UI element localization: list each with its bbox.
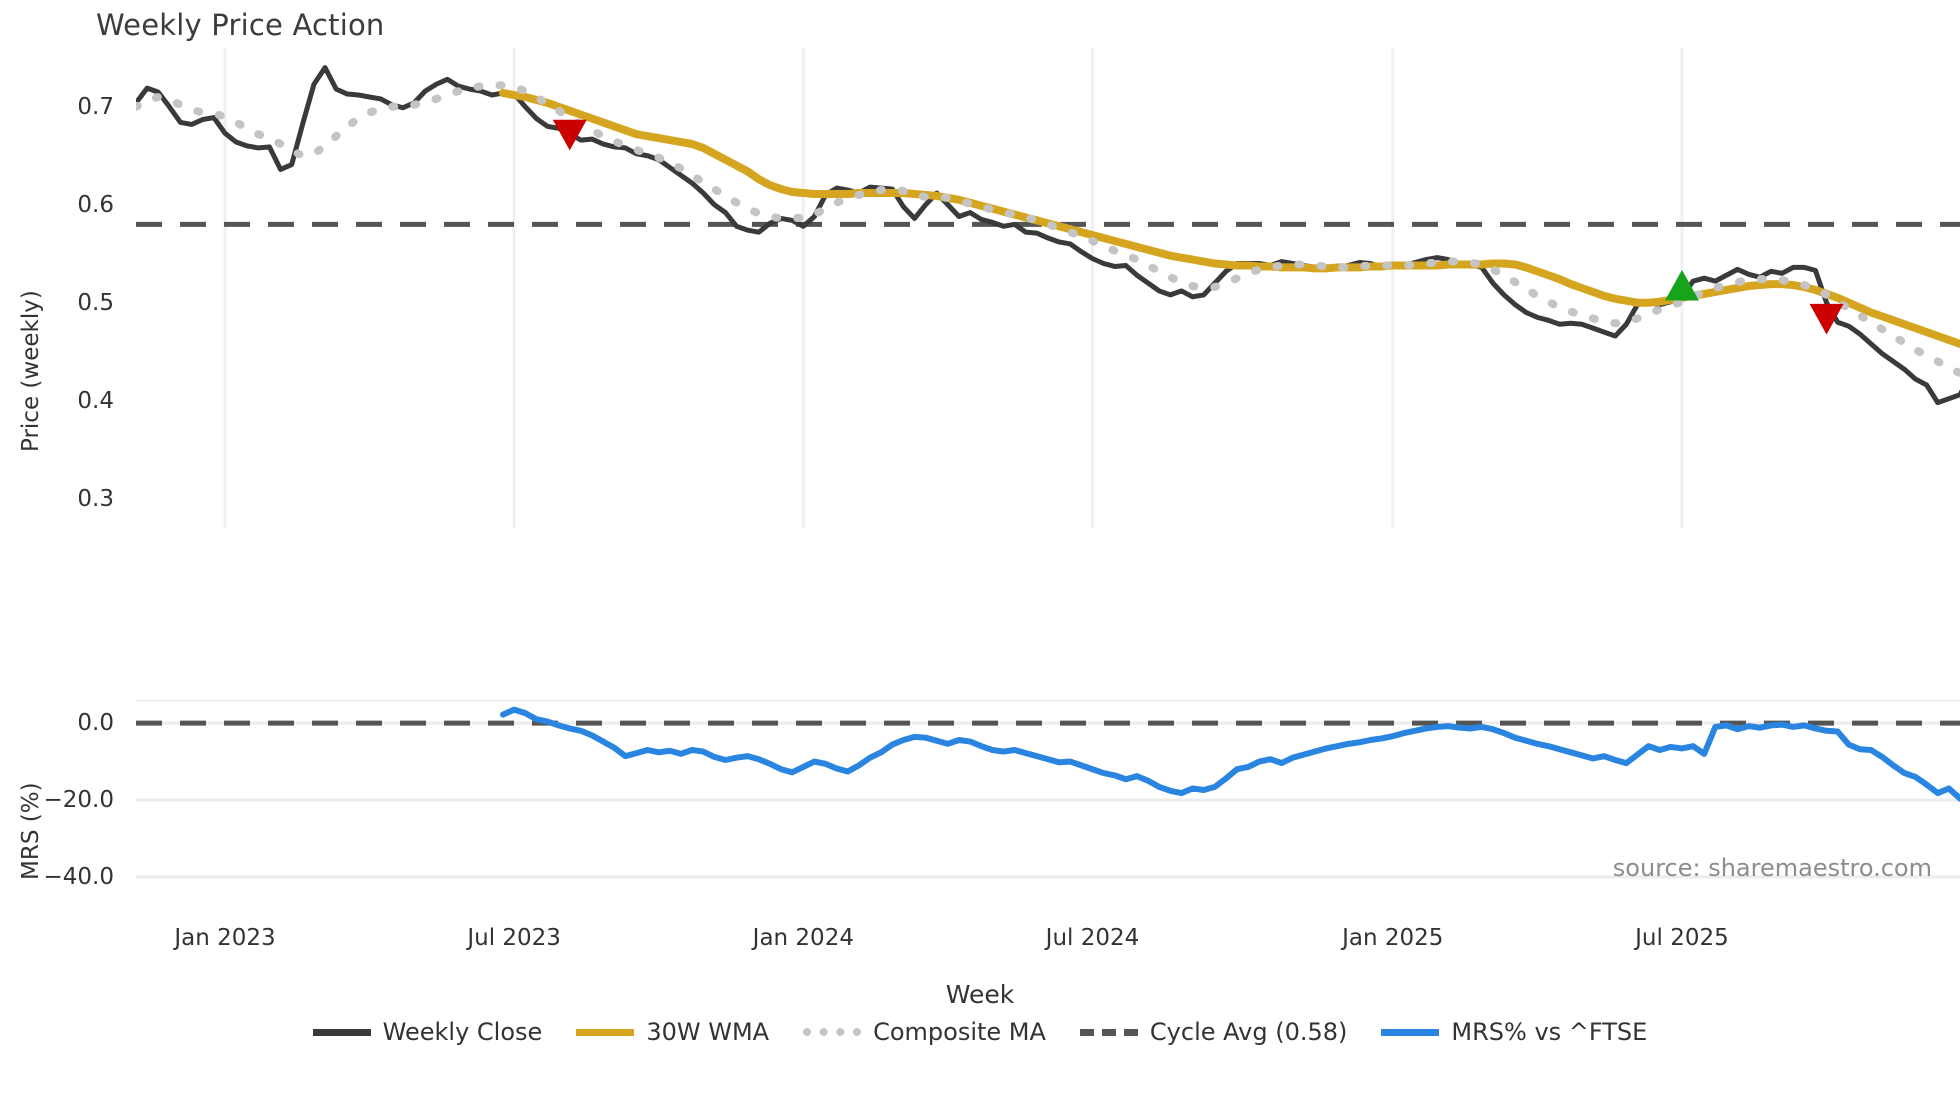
source-watermark: source: sharemaestro.com — [1612, 854, 1932, 882]
mrs-chart-plot — [136, 700, 1960, 879]
legend-item-weekly-close[interactable]: Weekly Close — [312, 1018, 543, 1046]
chart-legend: Weekly Close 30W WMA Composite MA Cycle Avg… — [0, 1018, 1960, 1046]
x-tick: Jul 2024 — [1045, 925, 1140, 951]
legend-swatch-icon — [1381, 1028, 1440, 1036]
sell-signal-marker — [1809, 303, 1844, 335]
mrs-y-tick: −20.0 — [43, 787, 114, 813]
legend-item-cycle-avg-0-58[interactable]: Cycle Avg (0.58) — [1079, 1018, 1348, 1046]
price-axis-label: Price (weekly) — [18, 290, 44, 452]
legend-label: Weekly Close — [382, 1018, 543, 1046]
legend-item-composite-ma[interactable]: Composite MA — [803, 1018, 1046, 1046]
legend-item-30w-wma[interactable]: 30W WMA — [576, 1018, 769, 1046]
price-y-tick: 0.6 — [77, 191, 114, 218]
series-30w-wma — [499, 89, 1960, 349]
legend-label: Composite MA — [873, 1018, 1046, 1046]
legend-label: MRS% vs ^FTSE — [1451, 1018, 1648, 1046]
legend-item-mrs-vs-ftse[interactable]: MRS% vs ^FTSE — [1381, 1018, 1647, 1046]
legend-swatch-icon — [576, 1028, 635, 1036]
legend-swatch-icon — [312, 1028, 371, 1036]
legend-swatch-icon — [1079, 1028, 1138, 1036]
page-title: Weekly Price Action — [96, 8, 385, 42]
price-y-tick: 0.7 — [77, 93, 114, 120]
buy-signal-marker — [1664, 269, 1699, 301]
legend-label: 30W WMA — [646, 1018, 770, 1046]
x-tick: Jul 2025 — [1635, 925, 1729, 951]
x-tick: Jan 2025 — [1342, 925, 1444, 951]
series-mrs-vs-ftse — [500, 706, 1960, 802]
price-chart-plot — [136, 48, 1960, 528]
mrs-y-tick: −40.0 — [43, 863, 114, 890]
legend-label: Cycle Avg (0.58) — [1149, 1018, 1348, 1046]
sell-signal-marker — [552, 119, 587, 151]
price-y-tick: 0.3 — [77, 485, 114, 512]
price-y-tick: 0.4 — [77, 387, 114, 414]
x-tick: Jan 2024 — [752, 925, 854, 951]
mrs-y-tick: 0.0 — [77, 710, 114, 737]
legend-swatch-icon — [803, 1028, 862, 1036]
x-tick: Jul 2023 — [467, 925, 561, 951]
x-axis-label: Week — [945, 980, 1015, 1009]
series-weekly-close — [136, 65, 1960, 406]
x-tick: Jan 2023 — [174, 925, 276, 951]
price-y-tick: 0.5 — [77, 289, 114, 316]
